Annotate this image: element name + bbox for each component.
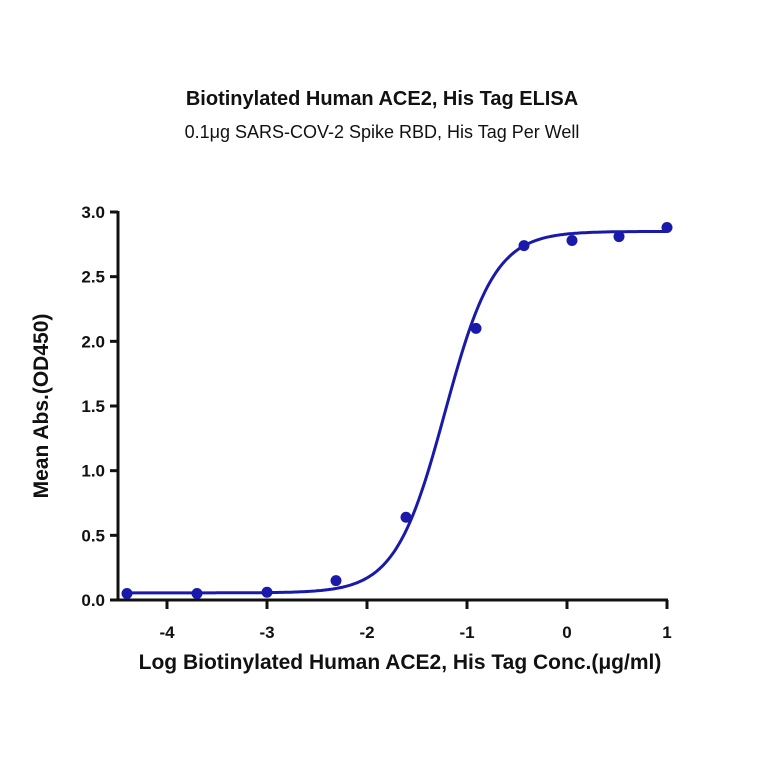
y-tick-label: 2.5 [81, 268, 105, 287]
y-tick-label: 1.5 [81, 397, 105, 416]
fit-curve [127, 229, 668, 595]
axes: 0.0 0.5 1.0 1.5 2.0 2.5 3.0 -4 -3 -2 -1 0 1 [81, 203, 671, 642]
data-points [121, 222, 673, 600]
data-point [121, 588, 133, 600]
data-point [518, 240, 530, 252]
data-point [566, 234, 578, 246]
y-tick-label: 0.5 [81, 526, 105, 545]
y-tick-label: 1.0 [81, 462, 105, 481]
x-tick-label: -1 [459, 623, 474, 642]
data-point [261, 586, 273, 598]
data-point [470, 322, 482, 334]
x-tick-label: -2 [359, 623, 374, 642]
chart-subtitle: 0.1μg SARS-COV-2 Spike RBD, His Tag Per … [184, 122, 580, 142]
y-tick-label: 0.0 [81, 591, 105, 610]
y-tick-label: 2.0 [81, 332, 105, 351]
x-tick-label: -3 [259, 623, 274, 642]
data-point [613, 231, 625, 243]
data-point [400, 511, 412, 523]
y-tick-label: 3.0 [81, 203, 105, 222]
x-tick-label: 1 [662, 623, 671, 642]
x-tick-label: -4 [159, 623, 175, 642]
data-point [191, 588, 203, 600]
data-point [330, 575, 342, 587]
chart-title: Biotinylated Human ACE2, His Tag ELISA [185, 88, 579, 110]
x-axis-label: Log Biotinylated Human ACE2, His Tag Con… [138, 651, 662, 674]
data-point [661, 222, 673, 234]
x-tick-label: 0 [562, 623, 571, 642]
